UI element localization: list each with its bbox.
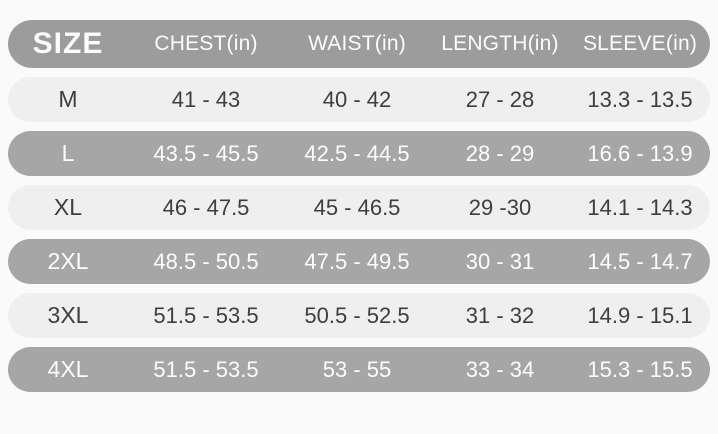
- cell-chest: 51.5 - 53.5: [153, 356, 259, 382]
- cell-size: M: [58, 86, 78, 112]
- cell-waist: 50.5 - 52.5: [304, 302, 410, 328]
- cell-sleeve: 14.1 - 14.3: [587, 194, 693, 220]
- cell-chest: 46 - 47.5: [162, 194, 250, 220]
- cell-waist: 47.5 - 49.5: [304, 248, 410, 274]
- cell-chest: 51.5 - 53.5: [153, 302, 259, 328]
- table-row-2xl: 2XL 48.5 - 50.5 47.5 - 49.5 30 - 31 14.5…: [8, 239, 710, 284]
- cell-sleeve: 16.6 - 13.9: [587, 140, 693, 166]
- cell-sleeve: 14.5 - 14.7: [587, 248, 693, 274]
- cell-size: 2XL: [47, 248, 89, 274]
- cell-size: XL: [53, 194, 83, 220]
- header-cell-chest: CHEST(in): [154, 32, 258, 55]
- cell-waist: 42.5 - 44.5: [304, 140, 410, 166]
- cell-length: 31 - 32: [465, 302, 535, 328]
- cell-chest: 43.5 - 45.5: [153, 140, 259, 166]
- table-row-4xl: 4XL 51.5 - 53.5 53 - 55 33 - 34 15.3 - 1…: [8, 347, 710, 392]
- table-row-l: L 43.5 - 45.5 42.5 - 44.5 28 - 29 16.6 -…: [8, 131, 710, 176]
- cell-size: L: [61, 140, 75, 166]
- cell-length: 29 -30: [468, 194, 532, 220]
- cell-length: 28 - 29: [465, 140, 535, 166]
- cell-chest: 41 - 43: [171, 86, 241, 112]
- table-row-m: M 41 - 43 40 - 42 27 - 28 13.3 - 13.5: [8, 77, 710, 122]
- header-row: SIZE CHEST(in) WAIST(in) LENGTH(in) SLEE…: [8, 20, 710, 68]
- cell-size: 4XL: [47, 356, 89, 382]
- cell-length: 30 - 31: [465, 248, 535, 274]
- cell-waist: 53 - 55: [322, 356, 392, 382]
- header-cell-length: LENGTH(in): [441, 32, 559, 55]
- cell-length: 27 - 28: [465, 86, 535, 112]
- cell-sleeve: 13.3 - 13.5: [587, 86, 693, 112]
- cell-sleeve: 15.3 - 15.5: [587, 356, 693, 382]
- cell-chest: 48.5 - 50.5: [153, 248, 259, 274]
- cell-sleeve: 14.9 - 15.1: [587, 302, 693, 328]
- header-cell-size: SIZE: [32, 27, 104, 60]
- size-chart-table: SIZE CHEST(in) WAIST(in) LENGTH(in) SLEE…: [8, 20, 710, 392]
- table-row-xl: XL 46 - 47.5 45 - 46.5 29 -30 14.1 - 14.…: [8, 185, 710, 230]
- cell-waist: 40 - 42: [322, 86, 392, 112]
- header-cell-waist: WAIST(in): [308, 32, 406, 55]
- cell-size: 3XL: [47, 302, 89, 328]
- table-row-3xl: 3XL 51.5 - 53.5 50.5 - 52.5 31 - 32 14.9…: [8, 293, 710, 338]
- cell-waist: 45 - 46.5: [313, 194, 401, 220]
- header-cell-sleeve: SLEEVE(in): [582, 32, 698, 55]
- cell-length: 33 - 34: [465, 356, 535, 382]
